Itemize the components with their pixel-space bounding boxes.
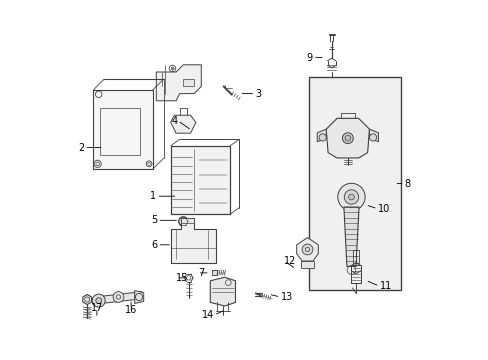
Text: 17: 17 (91, 303, 103, 313)
Polygon shape (369, 129, 378, 142)
Text: 12: 12 (284, 256, 296, 266)
Polygon shape (134, 291, 143, 303)
Text: 7: 7 (197, 268, 203, 278)
Circle shape (342, 133, 352, 144)
Circle shape (302, 244, 312, 255)
Circle shape (113, 292, 123, 302)
Circle shape (369, 134, 376, 141)
Polygon shape (352, 250, 358, 263)
Circle shape (344, 190, 358, 204)
Circle shape (337, 183, 365, 211)
Polygon shape (156, 65, 201, 101)
Polygon shape (210, 277, 235, 306)
Text: 16: 16 (125, 305, 137, 315)
Text: 5: 5 (151, 215, 157, 225)
Text: 10: 10 (377, 204, 389, 214)
Circle shape (344, 135, 350, 141)
Text: 1: 1 (150, 191, 156, 201)
Text: 9: 9 (306, 53, 312, 63)
Text: 8: 8 (404, 179, 410, 189)
Text: 3: 3 (255, 89, 261, 99)
Polygon shape (93, 90, 152, 169)
Text: 13: 13 (280, 292, 292, 302)
Bar (309, 77, 400, 290)
Circle shape (318, 134, 325, 141)
Polygon shape (170, 146, 230, 214)
Circle shape (92, 294, 105, 307)
Text: 4: 4 (171, 116, 178, 126)
Polygon shape (317, 129, 325, 142)
Bar (101, 108, 140, 155)
Text: 15: 15 (176, 273, 188, 283)
Polygon shape (181, 218, 194, 223)
Polygon shape (325, 118, 369, 158)
Polygon shape (296, 238, 318, 261)
Polygon shape (343, 207, 358, 266)
Polygon shape (170, 115, 196, 133)
Text: 2: 2 (78, 143, 84, 153)
Polygon shape (301, 261, 313, 268)
Circle shape (348, 194, 354, 200)
Text: 6: 6 (151, 240, 157, 250)
Polygon shape (82, 294, 91, 305)
Circle shape (96, 298, 102, 303)
Text: 14: 14 (201, 310, 213, 320)
Polygon shape (183, 79, 194, 86)
Text: 11: 11 (379, 281, 391, 291)
Polygon shape (95, 292, 142, 304)
Polygon shape (170, 218, 215, 263)
Polygon shape (212, 270, 217, 275)
